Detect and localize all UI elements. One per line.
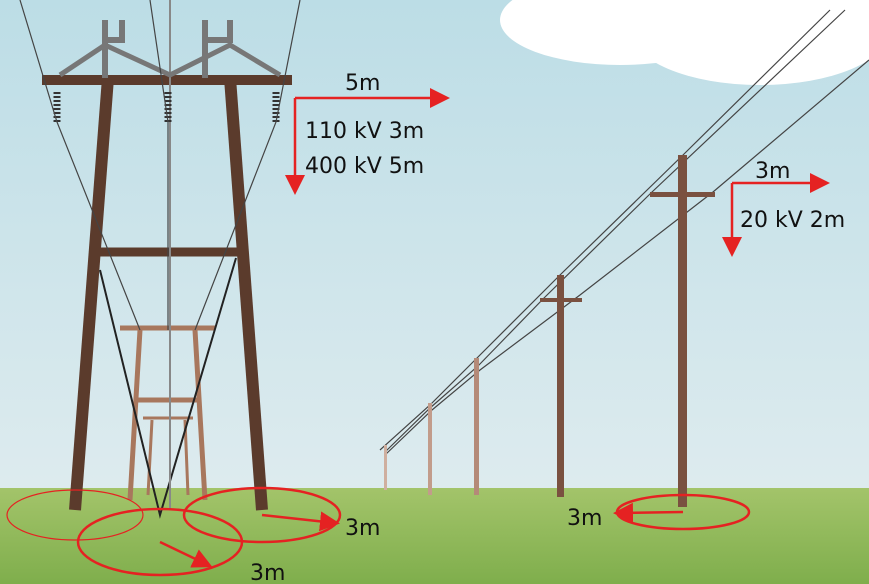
label: 3m (345, 516, 380, 541)
label: 400 kV 5m (305, 154, 424, 179)
label: 5m (345, 71, 380, 96)
label: 3m (250, 561, 285, 584)
label: 3m (567, 506, 602, 531)
illustration: 5m 110 kV 3m 400 kV 5m 3m 20 kV 2m 3m 3m… (0, 0, 869, 584)
label: 3m (755, 159, 790, 184)
label: 20 kV 2m (740, 208, 845, 233)
label: 110 kV 3m (305, 119, 424, 144)
